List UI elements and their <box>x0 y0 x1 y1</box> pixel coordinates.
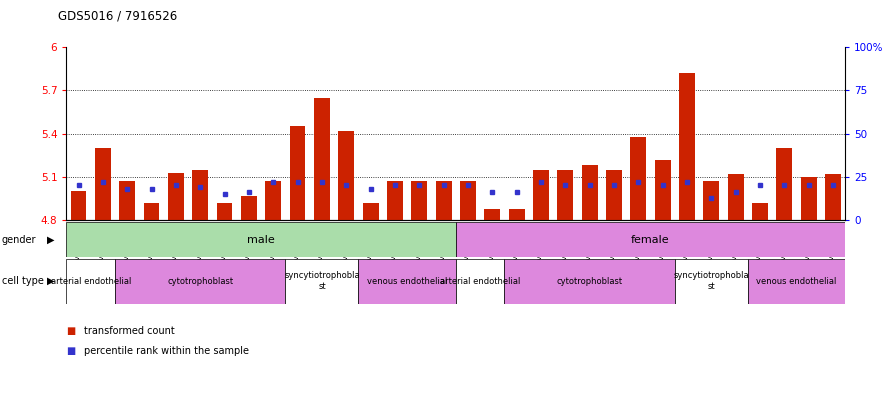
Bar <box>825 174 841 220</box>
Bar <box>241 196 257 220</box>
Bar <box>675 259 748 304</box>
Text: cytotrophoblast: cytotrophoblast <box>167 277 234 286</box>
Bar <box>412 181 427 220</box>
Bar <box>727 174 743 220</box>
Bar <box>115 259 285 304</box>
Text: female: female <box>631 235 670 245</box>
Text: arterial endothelial: arterial endothelial <box>440 277 520 286</box>
Text: ▶: ▶ <box>47 276 54 286</box>
Text: venous endothelial: venous endothelial <box>757 277 836 286</box>
Text: syncytiotrophobla
st: syncytiotrophobla st <box>284 272 359 291</box>
Bar <box>704 181 720 220</box>
Bar <box>192 170 208 220</box>
Bar <box>71 191 87 220</box>
Bar <box>119 181 135 220</box>
Bar <box>630 136 646 220</box>
Bar <box>266 181 281 220</box>
Text: cytotrophoblast: cytotrophoblast <box>557 277 623 286</box>
Bar <box>776 148 792 220</box>
Bar <box>363 203 379 220</box>
Bar <box>533 170 549 220</box>
Text: ■: ■ <box>66 346 75 356</box>
Bar <box>456 222 845 257</box>
Bar <box>217 203 233 220</box>
Text: gender: gender <box>2 235 36 245</box>
Text: male: male <box>247 235 275 245</box>
Bar <box>435 181 451 220</box>
Bar <box>289 127 305 220</box>
Bar <box>752 203 768 220</box>
Bar <box>509 209 525 220</box>
Bar <box>66 222 456 257</box>
Text: ■: ■ <box>66 326 75 336</box>
Bar <box>484 209 500 220</box>
Bar <box>801 177 817 220</box>
Bar <box>314 97 330 220</box>
Text: cell type: cell type <box>2 276 43 286</box>
Bar <box>558 170 573 220</box>
Text: ▶: ▶ <box>47 235 54 245</box>
Bar <box>358 259 456 304</box>
Bar <box>168 173 184 220</box>
Bar <box>460 181 476 220</box>
Text: transformed count: transformed count <box>84 326 175 336</box>
Bar <box>655 160 671 220</box>
Bar <box>66 259 115 304</box>
Bar <box>504 259 675 304</box>
Bar <box>95 148 111 220</box>
Text: arterial endothelial: arterial endothelial <box>50 277 131 286</box>
Text: GDS5016 / 7916526: GDS5016 / 7916526 <box>58 10 177 23</box>
Bar <box>679 73 695 220</box>
Text: syncytiotrophobla
st: syncytiotrophobla st <box>673 272 749 291</box>
Bar <box>606 170 622 220</box>
Bar <box>456 259 504 304</box>
Bar <box>581 165 597 220</box>
Text: venous endothelial: venous endothelial <box>367 277 447 286</box>
Bar <box>338 131 354 220</box>
Bar <box>748 259 845 304</box>
Bar <box>286 259 358 304</box>
Text: percentile rank within the sample: percentile rank within the sample <box>84 346 249 356</box>
Bar <box>387 181 403 220</box>
Bar <box>143 203 159 220</box>
